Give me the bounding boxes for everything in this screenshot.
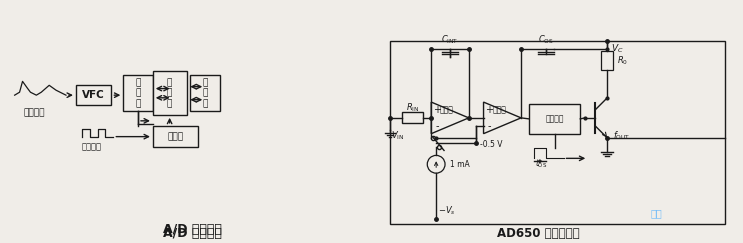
Text: 电路: 电路 xyxy=(650,208,662,219)
Text: A/D 转换原理: A/D 转换原理 xyxy=(163,227,221,240)
Bar xyxy=(153,126,198,148)
Text: $R_0$: $R_0$ xyxy=(617,54,628,67)
Text: $t_{\rm OS}$: $t_{\rm OS}$ xyxy=(535,157,547,170)
Text: $C_{\rm OS}$: $C_{\rm OS}$ xyxy=(538,33,554,46)
Text: $f_{\rm OUT}$: $f_{\rm OUT}$ xyxy=(613,129,630,142)
Text: AD650 电路原理图: AD650 电路原理图 xyxy=(496,227,579,240)
Text: $R_{\rm IN}$: $R_{\rm IN}$ xyxy=(406,102,419,114)
Text: A/D 转换原理: A/D 转换原理 xyxy=(163,223,221,236)
Text: +: + xyxy=(485,105,493,115)
Text: 单稳电路: 单稳电路 xyxy=(545,114,564,123)
Bar xyxy=(76,85,111,105)
Bar xyxy=(529,104,580,134)
Text: 单
片
机: 单 片 机 xyxy=(167,78,172,108)
Text: 基准频率: 基准频率 xyxy=(82,142,102,151)
Bar xyxy=(153,71,187,115)
Text: +: + xyxy=(433,105,441,115)
Text: 1 mA: 1 mA xyxy=(450,160,470,169)
Text: 积分器: 积分器 xyxy=(440,105,454,114)
Text: VFC: VFC xyxy=(82,90,105,100)
Text: 定时器: 定时器 xyxy=(167,132,184,141)
Text: $V_{\rm IN}$: $V_{\rm IN}$ xyxy=(391,129,404,142)
Text: 存
储
器: 存 储 器 xyxy=(203,78,208,108)
Text: 计
数
器: 计 数 器 xyxy=(135,78,140,108)
Text: $V_C$: $V_C$ xyxy=(611,43,623,55)
Bar xyxy=(402,112,424,123)
Bar xyxy=(190,75,220,111)
Text: 比较器: 比较器 xyxy=(493,105,506,114)
Bar xyxy=(601,51,613,70)
Text: 模拟信号: 模拟信号 xyxy=(24,108,45,117)
Text: $-V_s$: $-V_s$ xyxy=(438,204,455,217)
Text: $C_{\rm INT}$: $C_{\rm INT}$ xyxy=(441,33,458,46)
Text: -: - xyxy=(487,121,491,131)
Text: -0.5 V: -0.5 V xyxy=(480,140,503,149)
Bar xyxy=(123,75,153,111)
Bar xyxy=(390,41,725,224)
Text: -: - xyxy=(435,121,439,131)
